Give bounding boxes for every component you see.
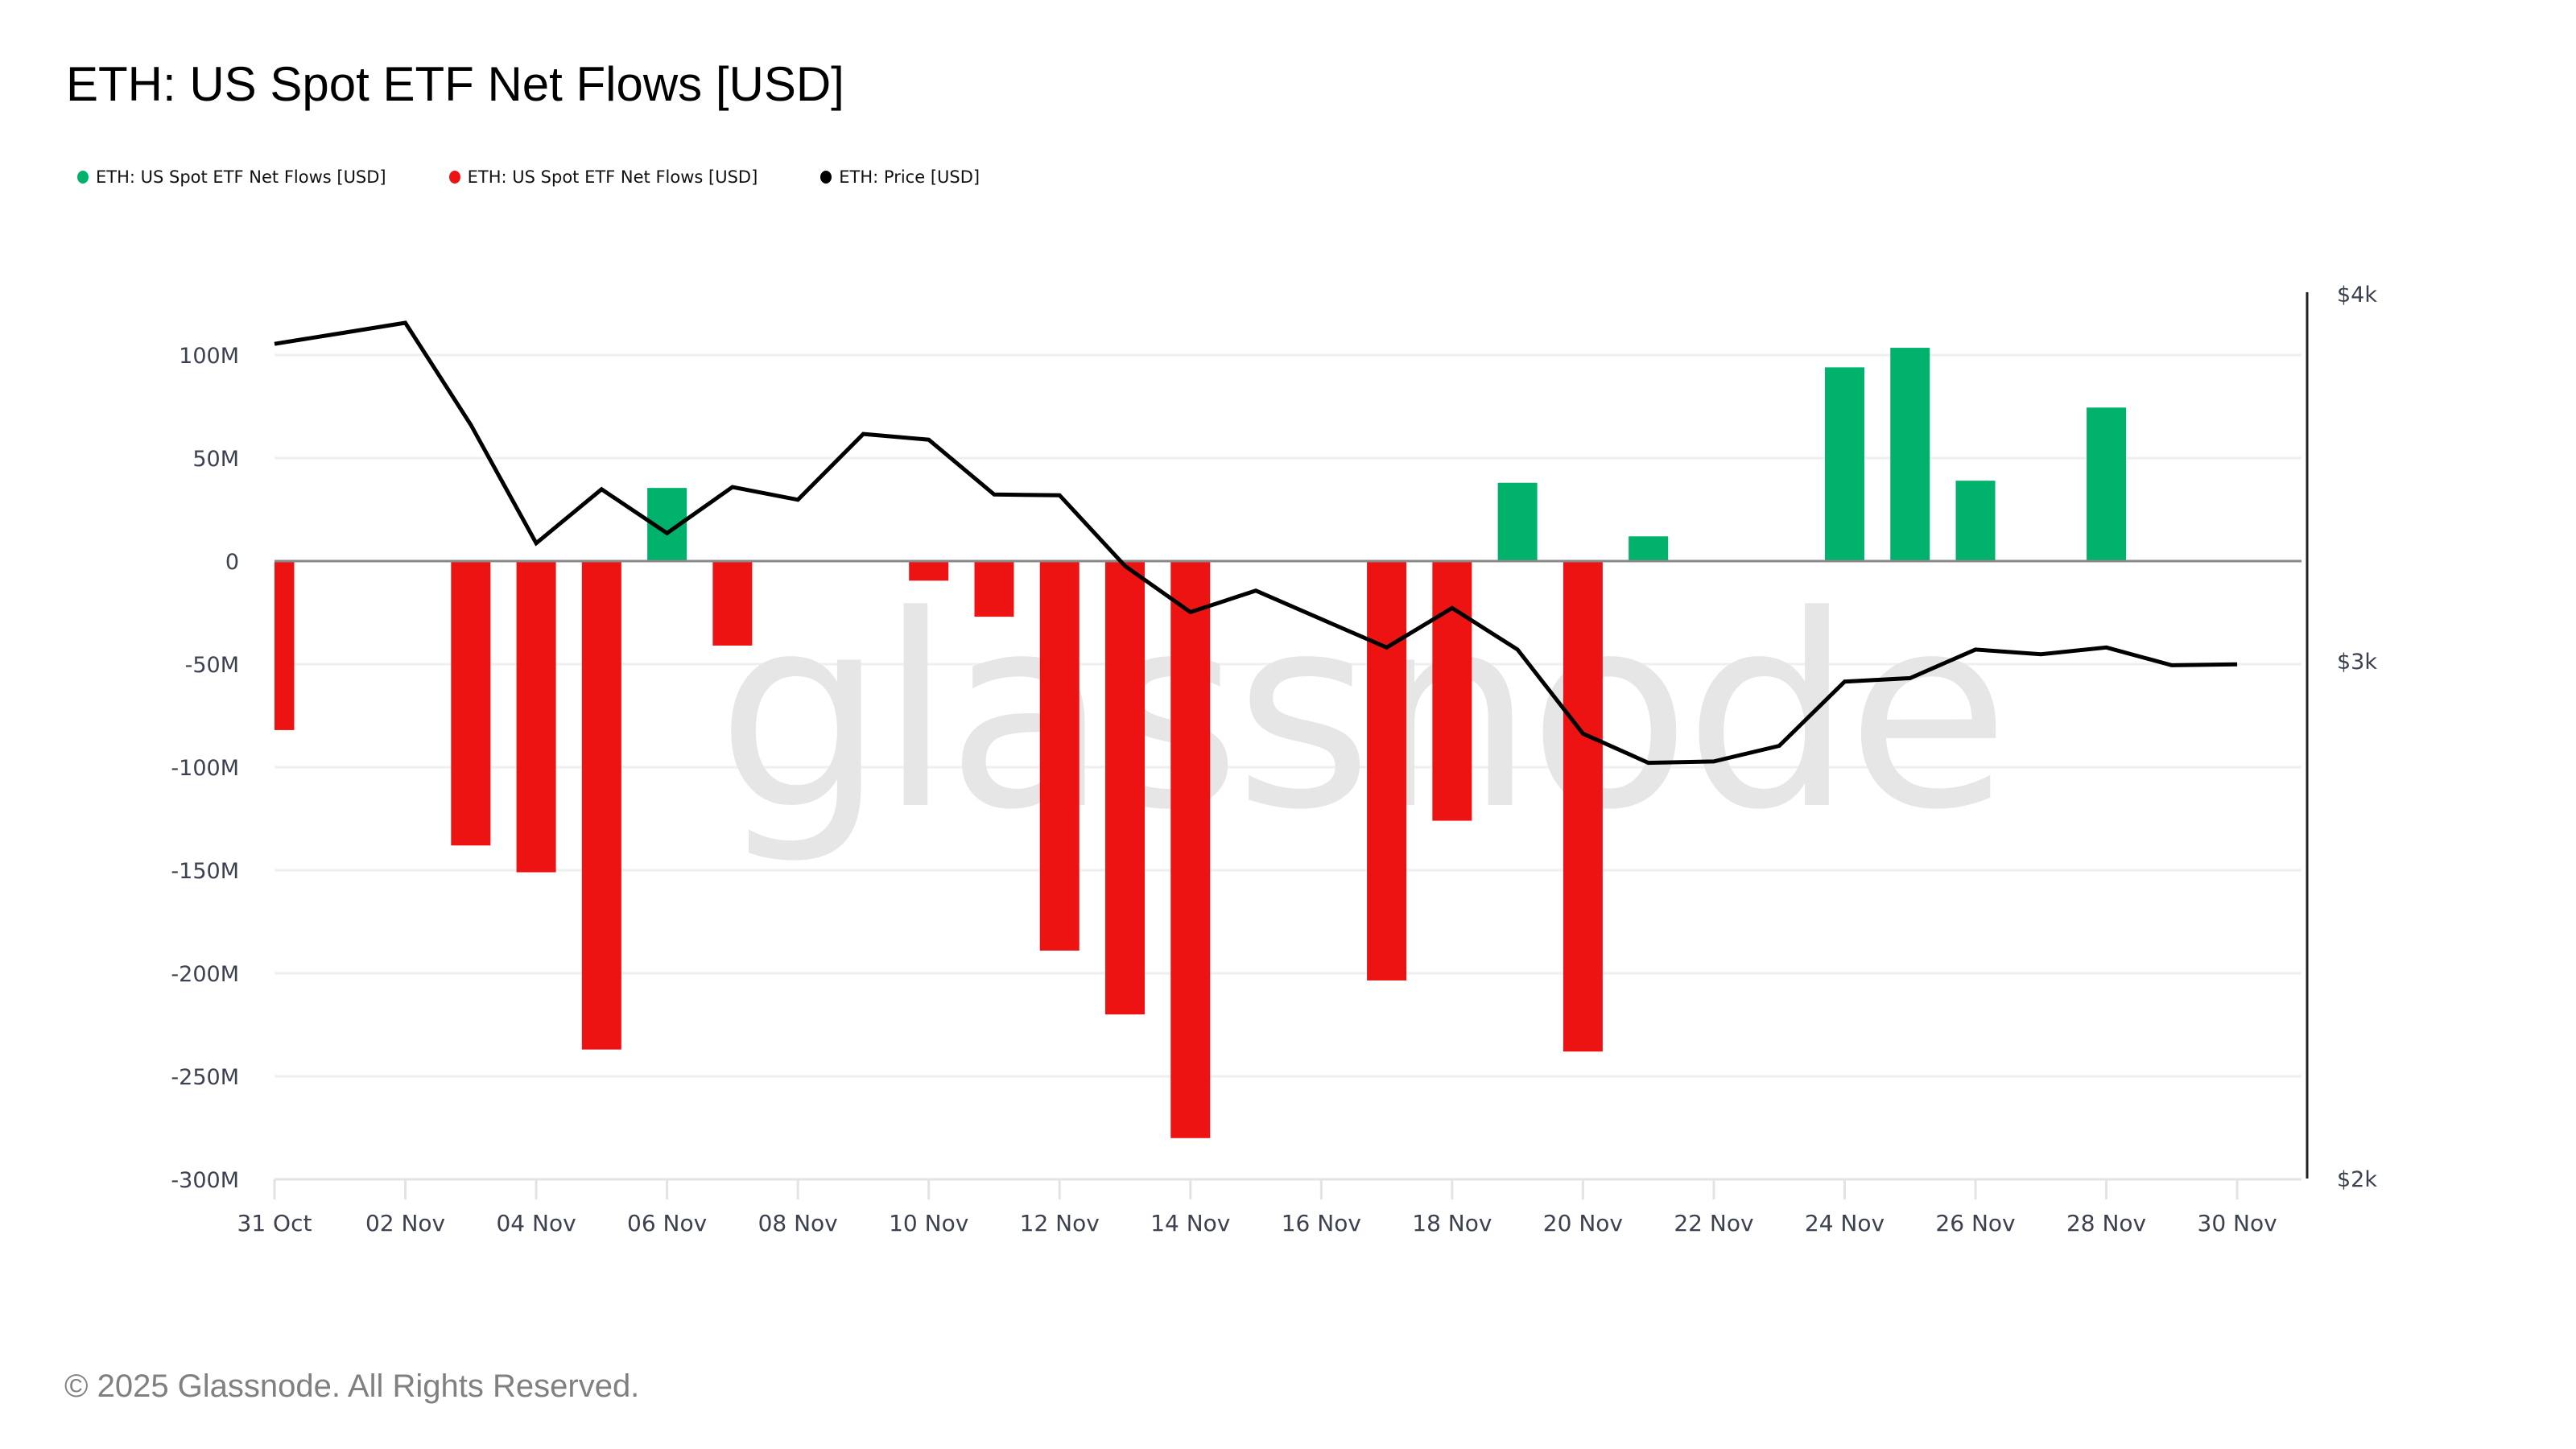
y-tick-label: -150M bbox=[171, 859, 239, 884]
chart-legend: ETH: US Spot ETF Net Flows [USD] ETH: US… bbox=[77, 164, 1042, 190]
x-tick-label: 31 Oct bbox=[237, 1210, 312, 1236]
legend-label-price: ETH: Price [USD] bbox=[839, 167, 980, 187]
x-tick-label: 08 Nov bbox=[758, 1210, 838, 1236]
x-tick-label: 18 Nov bbox=[1412, 1210, 1492, 1236]
outflow-bar[interactable] bbox=[1367, 561, 1407, 980]
inflow-bar[interactable] bbox=[1890, 348, 1930, 561]
inflow-bar[interactable] bbox=[2087, 407, 2127, 561]
y-axis-right: $4k $3k $2k bbox=[2306, 283, 2377, 1192]
y2-tick-label: $3k bbox=[2337, 650, 2377, 675]
x-tick-label: 22 Nov bbox=[1674, 1210, 1753, 1236]
y-tick-label: -300M bbox=[171, 1168, 239, 1193]
x-tick-label: 06 Nov bbox=[627, 1210, 707, 1236]
x-tick-label: 28 Nov bbox=[2066, 1210, 2146, 1236]
inflow-bar[interactable] bbox=[1824, 367, 1864, 561]
x-tick-label: 04 Nov bbox=[496, 1210, 576, 1236]
legend-item-price[interactable]: ETH: Price [USD] bbox=[820, 167, 980, 187]
y2-tick-label: $2k bbox=[2337, 1167, 2377, 1192]
y-axis-left: 100M 50M 0 -50M -100M -150M -200M -250M -300M bbox=[171, 344, 239, 1193]
bar-series bbox=[255, 348, 2127, 1138]
legend-item-outflows[interactable]: ETH: US Spot ETF Net Flows [USD] bbox=[448, 167, 758, 187]
chart-title: ETH: US Spot ETF Net Flows [USD] bbox=[66, 57, 844, 111]
y-tick-label: 0 bbox=[225, 550, 239, 575]
legend-item-inflows[interactable]: ETH: US Spot ETF Net Flows [USD] bbox=[77, 167, 386, 187]
x-tick-label: 16 Nov bbox=[1282, 1210, 1361, 1236]
legend-label-outflows: ETH: US Spot ETF Net Flows [USD] bbox=[467, 167, 758, 187]
y-tick-label: 50M bbox=[192, 447, 239, 472]
price-line-series bbox=[274, 320, 2238, 766]
outflow-bar[interactable] bbox=[516, 561, 556, 873]
outflow-bar[interactable] bbox=[255, 561, 295, 730]
outflow-bar[interactable] bbox=[1563, 561, 1603, 1052]
x-axis: 31 Oct 02 Nov 04 Nov 06 Nov 08 Nov 10 Nov 12 N… bbox=[237, 1178, 2301, 1236]
price-line[interactable] bbox=[274, 320, 2238, 766]
y-tick-label: -100M bbox=[171, 756, 239, 781]
y-tick-label: -50M bbox=[185, 653, 239, 678]
y-tick-label: -250M bbox=[171, 1065, 239, 1090]
x-tick-label: 10 Nov bbox=[889, 1210, 968, 1236]
circle-dot-icon bbox=[77, 171, 89, 184]
copyright-footer: © 2025 Glassnode. All Rights Reserved. bbox=[64, 1368, 640, 1404]
circle-dot-icon bbox=[448, 171, 460, 184]
x-tick-label: 24 Nov bbox=[1805, 1210, 1885, 1236]
watermark-logo: glassnode bbox=[716, 559, 2004, 868]
y2-tick-label: $4k bbox=[2337, 283, 2377, 308]
outflow-bar[interactable] bbox=[581, 561, 621, 1050]
legend-label-inflows: ETH: US Spot ETF Net Flows [USD] bbox=[96, 167, 386, 187]
outflow-bar[interactable] bbox=[1432, 561, 1472, 821]
x-tick-label: 14 Nov bbox=[1150, 1210, 1230, 1236]
y-tick-label: 100M bbox=[179, 344, 239, 369]
outflow-bar[interactable] bbox=[974, 561, 1014, 617]
inflow-bar[interactable] bbox=[1955, 481, 1996, 561]
x-tick-label: 26 Nov bbox=[1935, 1210, 2015, 1236]
inflow-bar[interactable] bbox=[1497, 482, 1538, 561]
outflow-bar[interactable] bbox=[712, 561, 753, 646]
inflow-bar[interactable] bbox=[1629, 536, 1669, 561]
outflow-bar[interactable] bbox=[1105, 561, 1146, 1015]
x-tick-label: 12 Nov bbox=[1020, 1210, 1100, 1236]
x-tick-label: 20 Nov bbox=[1543, 1210, 1623, 1236]
outflow-bar[interactable] bbox=[909, 561, 949, 581]
outflow-bar[interactable] bbox=[1170, 561, 1211, 1138]
outflow-bar[interactable] bbox=[451, 561, 491, 846]
y-tick-label: -200M bbox=[171, 962, 239, 987]
circle-dot-icon bbox=[820, 171, 832, 184]
x-tick-label: 02 Nov bbox=[365, 1210, 445, 1236]
outflow-bar[interactable] bbox=[1039, 561, 1080, 951]
x-tick-label: 30 Nov bbox=[2198, 1210, 2277, 1236]
